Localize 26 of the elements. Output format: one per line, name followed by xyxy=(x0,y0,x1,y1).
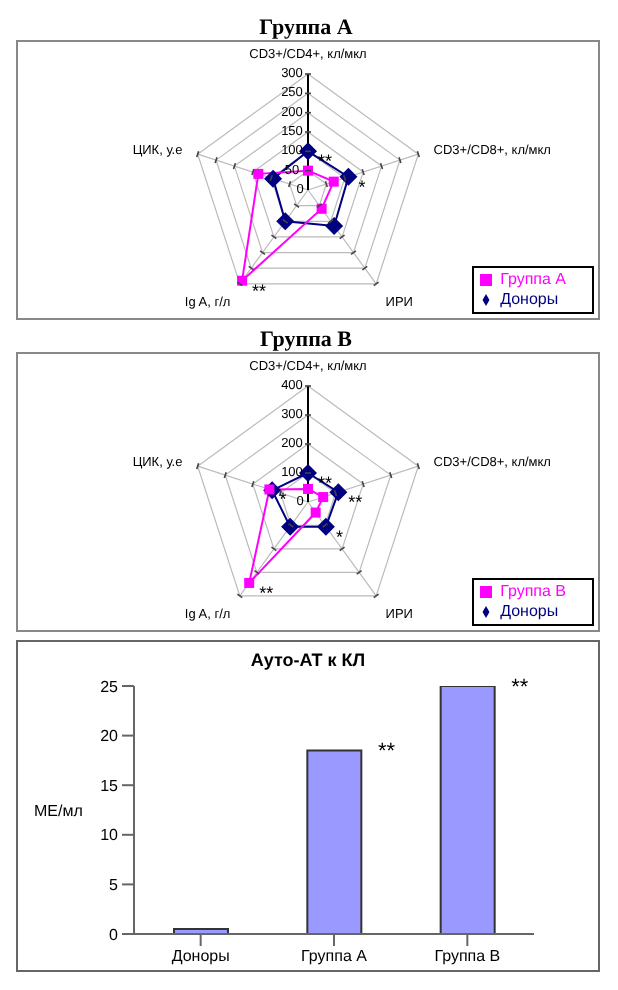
x-tick-label: Группа А xyxy=(301,947,369,966)
chart-title: Группа А xyxy=(257,16,355,40)
text: ** xyxy=(252,280,267,301)
annotation: ** xyxy=(378,740,397,765)
text: * xyxy=(279,489,287,510)
y-tick-label: 15 xyxy=(100,776,120,795)
legend-label: Группа В xyxy=(500,582,566,600)
annotation: ** xyxy=(511,675,530,700)
legend-label: Доноры xyxy=(500,290,559,308)
text: *** xyxy=(259,526,343,603)
y-axis-title: МЕ/мл xyxy=(34,801,84,820)
legend-label: Доноры xyxy=(500,602,559,620)
text: * xyxy=(358,176,366,197)
x-tick-label: Доноры xyxy=(171,947,231,966)
y-tick-label: 0 xyxy=(109,925,120,944)
y-tick-label: 25 xyxy=(100,677,120,696)
legend-label: Группа А xyxy=(500,270,566,288)
chart-title: Ауто-АТ к КЛ xyxy=(248,650,368,670)
text: ** xyxy=(348,492,363,513)
y-tick-label: 5 xyxy=(109,876,120,895)
bar xyxy=(439,686,496,934)
y-tick-label: 10 xyxy=(100,826,120,845)
x-tick-label: Группа В xyxy=(434,947,501,966)
bar xyxy=(306,749,363,934)
y-tick-label: 20 xyxy=(100,727,120,746)
chart-title: Группа В xyxy=(257,328,355,352)
